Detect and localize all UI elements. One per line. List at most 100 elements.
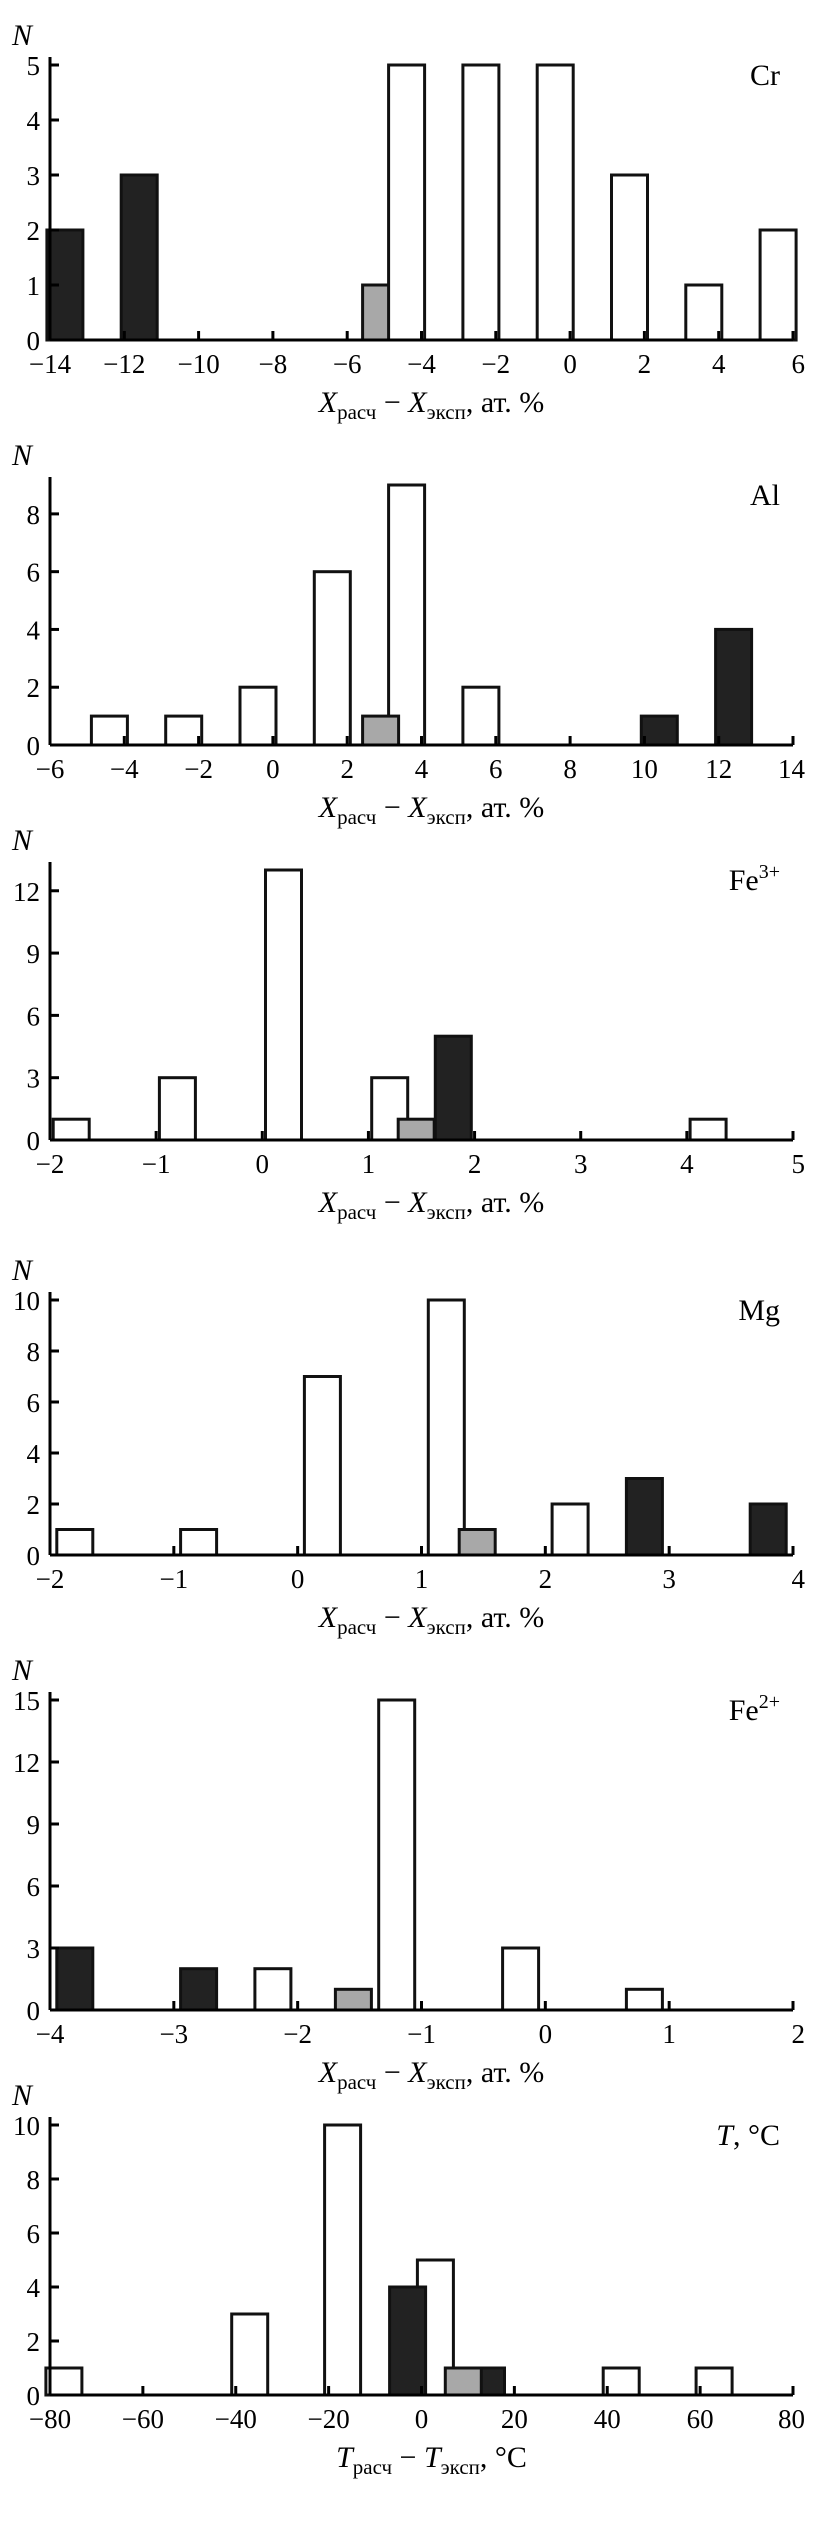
x-tick-label: 0: [266, 754, 280, 784]
y-axis-label: N: [11, 439, 34, 472]
bar-black-2: [748, 1502, 788, 1557]
y-tick-label: 8: [27, 1337, 41, 1367]
x-tick-label: 10: [631, 754, 658, 784]
y-tick-label: 6: [27, 558, 41, 588]
x-tick-label: −6: [36, 754, 65, 784]
y-tick-label: 6: [27, 2219, 41, 2249]
x-tick-label: 0: [563, 349, 577, 379]
bar-gray-1: [333, 1987, 373, 2012]
x-axis-label: Xрасч − Xэксп, ат. %: [318, 1186, 545, 1224]
bar-white-1: [55, 1528, 95, 1557]
x-tick-label: −2: [481, 349, 510, 379]
bar-white-5: [688, 1117, 728, 1142]
bar-white-3: [302, 1375, 342, 1557]
bar-white-4: [426, 1298, 466, 1557]
x-tick-label: 2: [638, 349, 652, 379]
bar-white-3: [238, 685, 278, 747]
bar-black-2: [179, 1967, 219, 2012]
bar-white-6: [694, 2366, 734, 2397]
bar-white-3: [535, 63, 575, 342]
y-tick-label: 0: [27, 326, 41, 356]
x-tick-label: −1: [142, 1149, 171, 1179]
y-tick-label: 2: [27, 673, 41, 703]
bar-white-5: [601, 2366, 641, 2397]
bar-white-1: [51, 1117, 91, 1142]
y-tick-label: 0: [27, 1126, 41, 1156]
y-tick-label: 1: [27, 271, 41, 301]
bar-white-3: [264, 868, 303, 1142]
bar-white-1: [387, 63, 427, 342]
bar-white-2: [230, 2312, 270, 2397]
y-tick-label: 0: [27, 1996, 41, 2026]
bar-white-6: [461, 685, 501, 747]
y-tick-label: 4: [27, 106, 41, 136]
x-tick-label: −60: [122, 2404, 164, 2434]
y-axis-label: N: [11, 1654, 34, 1687]
y-tick-label: 8: [27, 2165, 41, 2195]
x-tick-label: −4: [36, 2019, 65, 2049]
bar-white-3: [501, 1946, 541, 2012]
y-tick-label: 10: [13, 1286, 40, 1316]
x-tick-label: −2: [36, 1564, 65, 1594]
y-tick-label: 0: [27, 1541, 41, 1571]
bar-black-1: [388, 2285, 428, 2397]
y-tick-label: 4: [27, 2273, 41, 2303]
y-tick-label: 6: [27, 1001, 41, 1031]
x-tick-label: 0: [256, 1149, 270, 1179]
bar-white-4: [610, 173, 649, 342]
x-tick-label: −20: [308, 2404, 350, 2434]
bar-white-2: [461, 63, 501, 342]
y-tick-label: 3: [27, 1934, 41, 1964]
x-tick-label: 4: [792, 1564, 806, 1594]
bar-black-2: [119, 173, 159, 342]
bar-white-5: [387, 483, 427, 747]
y-tick-label: 12: [13, 877, 40, 907]
x-tick-label: 2: [340, 754, 354, 784]
y-tick-label: 12: [13, 1748, 40, 1778]
x-tick-label: −10: [177, 349, 219, 379]
panel-title: Fe2+: [729, 1691, 780, 1727]
bar-white-1: [44, 2366, 84, 2397]
x-axis-label: Xрасч − Xэксп, ат. %: [318, 1601, 545, 1639]
y-tick-label: 2: [27, 1490, 41, 1520]
x-tick-label: 1: [415, 1564, 429, 1594]
x-tick-label: 60: [687, 2404, 714, 2434]
x-tick-label: 4: [680, 1149, 694, 1179]
x-tick-label: −4: [407, 349, 436, 379]
x-axis-label: Xрасч − Xэксп, ат. %: [318, 386, 545, 424]
bar-black-1: [624, 1477, 664, 1557]
chart-panel-4: −2 −1 0 1 2 3 4 0 2 4 6 8 10N Mg Xрасч − Xэксп, ат. %: [11, 1254, 806, 1639]
x-tick-label: 1: [362, 1149, 376, 1179]
chart-panel-6: −80 −60 −40 −20 0 20 40 60 80 0 2 4 6 8 10N T, °C Tрасч …: [11, 2079, 805, 2479]
y-tick-label: 4: [27, 615, 41, 645]
x-tick-label: 0: [291, 1564, 305, 1594]
x-tick-label: 3: [574, 1149, 588, 1179]
bar-white-2: [164, 714, 204, 747]
bar-white-3: [323, 2123, 363, 2397]
x-tick-label: 2: [539, 1564, 553, 1594]
x-tick-label: −40: [215, 2404, 257, 2434]
x-tick-label: −12: [103, 349, 145, 379]
x-tick-label: 80: [778, 2404, 805, 2434]
x-axis-label: Xрасч − Xэксп, ат. %: [318, 791, 545, 829]
x-tick-label: −1: [407, 2019, 436, 2049]
bar-white-1: [89, 714, 129, 747]
bar-black-1: [433, 1034, 473, 1142]
x-tick-label: 5: [792, 1149, 806, 1179]
x-tick-label: 12: [705, 754, 732, 784]
y-tick-label: 8: [27, 500, 41, 530]
x-tick-label: 14: [778, 754, 806, 784]
x-axis-label: Tрасч − Tэксп, °C: [336, 2441, 527, 2479]
x-tick-label: 40: [594, 2404, 621, 2434]
panel-title: T, °C: [716, 2119, 780, 2152]
panel-title: Mg: [738, 1294, 780, 1327]
x-tick-label: 0: [539, 2019, 553, 2049]
x-tick-label: −80: [29, 2404, 71, 2434]
x-tick-label: 6: [489, 754, 503, 784]
x-tick-label: −6: [333, 349, 362, 379]
y-axis-label: N: [11, 1254, 34, 1287]
panel-title: Fe3+: [729, 861, 780, 897]
